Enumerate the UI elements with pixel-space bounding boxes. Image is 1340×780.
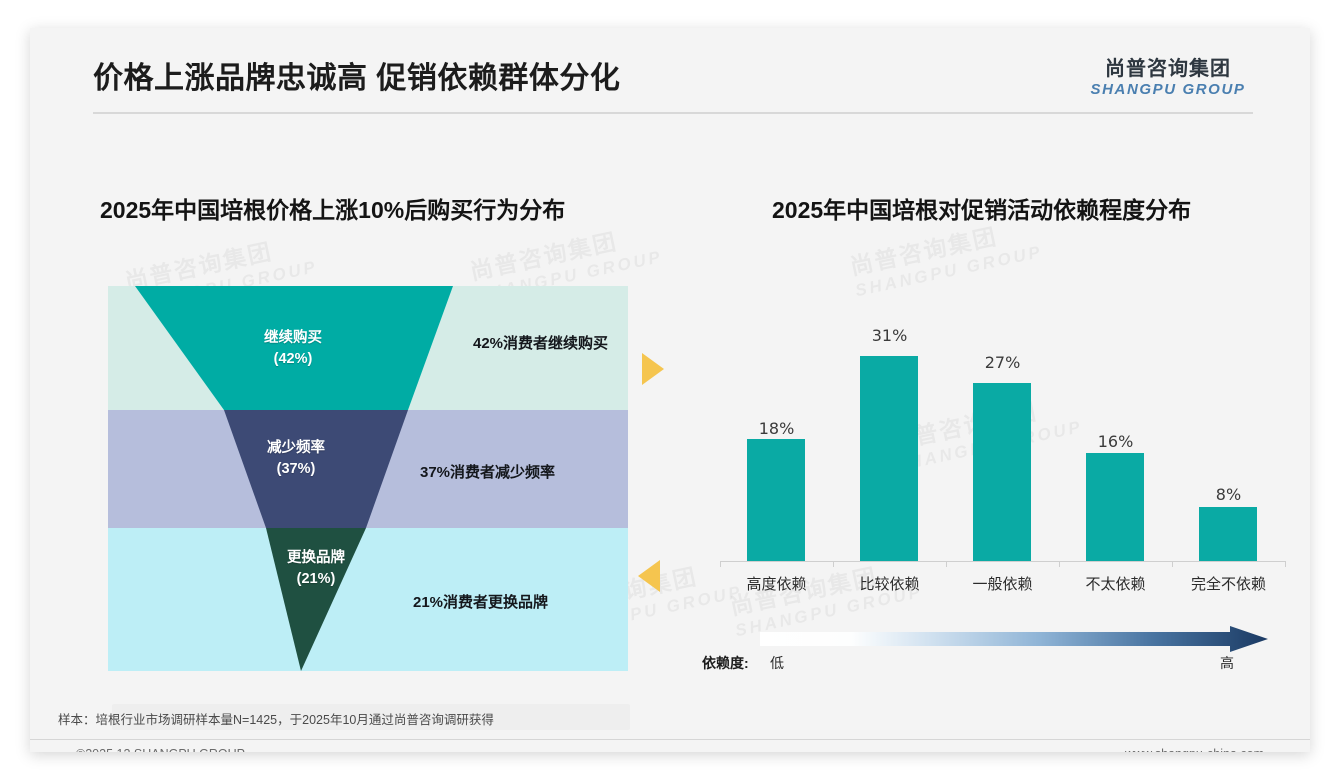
bar-rect[interactable] xyxy=(1086,453,1144,561)
bar-category-label: 完全不依赖 xyxy=(1190,576,1266,593)
bar-rect[interactable] xyxy=(1199,507,1257,561)
dependency-scale-legend: 依赖度: 低 高 xyxy=(702,620,1282,680)
footer-copyright: ©2025.12 SHANGPU GROUP xyxy=(76,747,245,752)
gradient-arrow-icon xyxy=(760,626,1268,652)
axis-tick xyxy=(833,561,834,567)
funnel-segment-1 xyxy=(135,286,453,410)
axis-tick xyxy=(1172,561,1173,567)
bar-category-label: 不太依赖 xyxy=(1085,576,1146,593)
bar-category-label: 比较依赖 xyxy=(859,576,920,593)
funnel-segment-label-3: 更换品牌 (21%) xyxy=(287,550,345,588)
bar-rect[interactable] xyxy=(747,439,805,561)
footnote-box xyxy=(112,704,630,730)
brand-logo: 尚普咨询集团 SHANGPU GROUP xyxy=(1068,58,1268,100)
legend-title: 依赖度: xyxy=(702,655,749,671)
brand-logo-cn: 尚普咨询集团 xyxy=(1105,58,1231,80)
bar-value-label: 27% xyxy=(984,353,1021,372)
triangle-left-icon xyxy=(638,560,660,592)
slide-canvas: 尚普咨询集团 SHANGPU GROUP 尚普咨询集团 SHANGPU GROU… xyxy=(30,28,1310,752)
page-title: 价格上涨品牌忠诚高 促销依赖群体分化 xyxy=(93,62,621,95)
bar-category-label: 高度依赖 xyxy=(746,576,807,593)
bar-rect[interactable] xyxy=(973,383,1031,561)
funnel-band-panel xyxy=(108,528,628,671)
axis-tick xyxy=(720,561,721,567)
footnote-text: 样本：培根行业市场调研样本量N=1425，于2025年10月通过尚普咨询调研获得 xyxy=(58,713,494,727)
footer-divider xyxy=(30,739,1310,740)
bar-value-label: 18% xyxy=(758,419,795,438)
bar-chart-axis xyxy=(720,561,1286,562)
axis-tick xyxy=(1285,561,1286,567)
axis-tick xyxy=(1059,561,1060,567)
legend-low-label: 低 xyxy=(770,655,784,671)
funnel-segment-label-2: 减少频率 (37%) xyxy=(267,440,325,478)
brand-logo-en: SHANGPU GROUP xyxy=(1090,81,1246,98)
triangle-right-icon xyxy=(642,353,664,385)
axis-tick xyxy=(946,561,947,567)
bar-value-label: 31% xyxy=(871,326,908,345)
funnel-description-1: 42%消费者继续购买 xyxy=(473,335,609,352)
bar-value-label: 16% xyxy=(1097,432,1134,451)
bar-category-label: 一般依赖 xyxy=(972,576,1033,593)
funnel-chart: 继续购买 (42%) 减少频率 (37%) 更换品牌 (21%) 42%消费者继… xyxy=(108,286,638,671)
bar-value-label: 8% xyxy=(1215,485,1242,504)
header-divider xyxy=(93,112,1253,114)
bar-rect[interactable] xyxy=(860,356,918,561)
left-chart-title: 2025年中国培根价格上涨10%后购买行为分布 xyxy=(100,197,566,223)
funnel-segment-label-1: 继续购买 (42%) xyxy=(264,330,322,368)
funnel-description-2: 37%消费者减少频率 xyxy=(420,464,556,481)
right-chart-title: 2025年中国培根对促销活动依赖程度分布 xyxy=(772,197,1192,223)
funnel-segment-3 xyxy=(266,528,366,671)
funnel-shape xyxy=(135,286,453,671)
funnel-description-3: 21%消费者更换品牌 xyxy=(413,594,549,611)
legend-high-label: 高 xyxy=(1220,655,1234,671)
dependency-bar-chart: 18% 高度依赖 31% 比较依赖 27% 一般依赖 16% 不太依赖 8% 完… xyxy=(718,288,1288,598)
slide-header: 价格上涨品牌忠诚高 促销依赖群体分化 尚普咨询集团 SHANGPU GROUP xyxy=(30,28,1310,114)
funnel-segment-2 xyxy=(224,410,408,528)
footer-website[interactable]: www.shangpu-china.com xyxy=(1125,747,1264,752)
